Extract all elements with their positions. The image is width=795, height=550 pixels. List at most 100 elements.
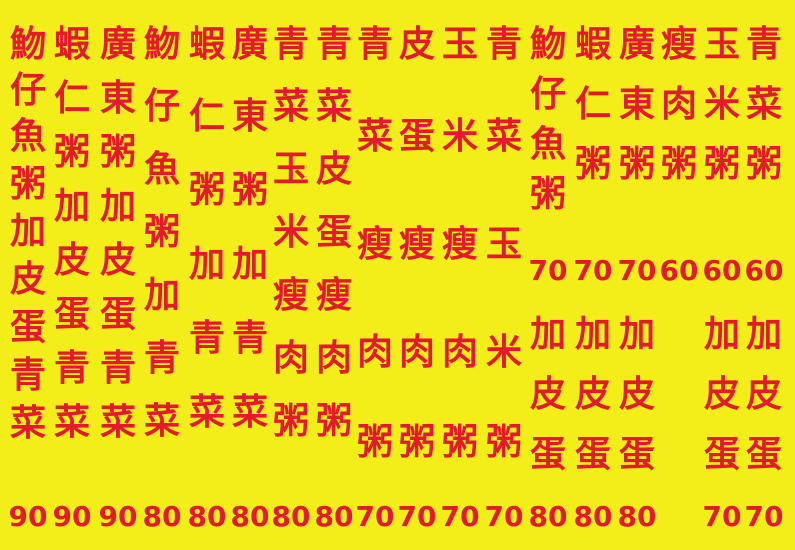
menu-item-char: 廣 [618, 24, 655, 65]
menu-item-char: 加 [231, 244, 268, 285]
menu-item-char: 魩 [529, 24, 566, 65]
menu-item-char: 蛋 [703, 434, 740, 475]
menu-item-char: 廣 [99, 24, 136, 65]
menu-item-char: 菜 [315, 86, 352, 127]
menu-item-char: 蝦 [53, 24, 90, 65]
menu-item-price: 90 [8, 500, 48, 533]
menu-item-char: 玉 [703, 24, 740, 65]
menu-item-char: 青 [9, 355, 46, 396]
menu-item-char: 瘦 [315, 275, 352, 316]
menu-item-char: 瘦 [660, 24, 697, 65]
menu-item-char: 粥 [9, 164, 46, 205]
menu-item-char: 蛋 [398, 116, 435, 157]
menu-item-price: 80 [271, 500, 311, 533]
menu-item-char: 蛋 [53, 294, 90, 335]
menu-item-column: 玉米瘦肉粥 70 [438, 0, 482, 550]
menu-item-char: 粥 [618, 144, 655, 185]
menu-item-char: 米 [485, 332, 522, 373]
menu-item-char: 皮 [529, 374, 566, 415]
menu-item-char: 瘦 [356, 224, 393, 265]
menu-item-char: 魚 [143, 149, 180, 190]
menu-item-char: 粥 [529, 174, 566, 215]
menu-item-char: 粥 [356, 422, 393, 463]
menu-item-char: 菜 [53, 402, 90, 443]
menu-item-char: 加 [618, 314, 655, 355]
menu-item-char: 皮 [53, 240, 90, 281]
menu-item-column: 蝦仁粥加皮蛋青菜 90 [50, 0, 94, 550]
menu-item-column: 皮蛋瘦肉粥 70 [395, 0, 439, 550]
menu-item-column: 魩仔魚粥加青菜 80 [140, 0, 184, 550]
menu-item-char: 青 [315, 24, 352, 65]
menu-item-char: 玉 [485, 224, 522, 265]
menu-item-column: 青菜玉米粥 70 [482, 0, 526, 550]
menu-item-char: 瘦 [441, 224, 478, 265]
menu-item-price: 80 [230, 500, 270, 533]
menu-item-char: 蝦 [188, 24, 225, 65]
menu-item-column: 青菜玉米瘦肉粥 80 [269, 0, 313, 550]
menu-base-price: 70 [573, 254, 613, 287]
menu-item-char: 青 [53, 348, 90, 389]
menu-item-char: 粥 [441, 422, 478, 463]
menu-item-char: 皮 [574, 374, 611, 415]
menu-item-char: 仁 [53, 78, 90, 119]
menu-item-char: 青 [231, 318, 268, 359]
menu-item-char: 青 [99, 348, 136, 389]
menu-item-column: 蝦仁粥加青菜 80 [185, 0, 229, 550]
menu-item-char: 加 [529, 314, 566, 355]
menu-item-char: 皮 [745, 374, 782, 415]
menu-item-char: 蝦 [574, 24, 611, 65]
menu-item-char: 加 [574, 314, 611, 355]
menu-item-column: 魩仔魚粥 70 加皮蛋 80 [526, 0, 570, 550]
menu-item-char: 菜 [99, 402, 136, 443]
menu-item-char: 東 [99, 78, 136, 119]
menu-item-char: 加 [143, 275, 180, 316]
menu-item-column: 廣東粥加青菜 80 [228, 0, 272, 550]
menu-item-char: 粥 [53, 132, 90, 173]
menu-item-char: 仔 [143, 86, 180, 127]
menu-item-price: 70 [440, 500, 480, 533]
menu-item-char: 皮 [398, 24, 435, 65]
menu-item-column: 青菜粥 60 加皮蛋 70 [742, 0, 786, 550]
menu-item-char: 東 [231, 96, 268, 137]
menu-item-char: 魩 [9, 24, 46, 65]
menu-item-char: 菜 [745, 84, 782, 125]
menu-item-char: 粥 [143, 212, 180, 253]
menu-item-column: 廣東粥加皮蛋青菜 90 [96, 0, 140, 550]
menu-item-char: 青 [485, 24, 522, 65]
menu-item-char: 瘦 [398, 224, 435, 265]
menu-item-char: 加 [703, 314, 740, 355]
menu-item-char: 粥 [272, 401, 309, 442]
menu-item-char: 肉 [315, 338, 352, 379]
menu-item-char: 粥 [99, 132, 136, 173]
menu-item-char: 菜 [143, 401, 180, 442]
menu-item-char: 米 [441, 116, 478, 157]
menu-item-char: 米 [272, 212, 309, 253]
menu-item-char: 東 [618, 84, 655, 125]
menu-item-char: 蛋 [9, 307, 46, 348]
menu-item-char: 蛋 [99, 294, 136, 335]
menu-item-char: 仔 [9, 70, 46, 111]
menu-item-price: 70 [702, 500, 742, 533]
menu-item-char: 皮 [9, 259, 46, 300]
menu-item-char: 肉 [441, 332, 478, 373]
menu-base-price: 70 [528, 254, 568, 287]
menu-item-column: 魩仔魚粥加皮蛋青菜 90 [6, 0, 50, 550]
menu-item-char: 粥 [315, 401, 352, 442]
menu-item-price: 70 [484, 500, 524, 533]
menu-item-char: 加 [188, 244, 225, 285]
menu-item-char: 青 [272, 24, 309, 65]
menu-item-char: 肉 [398, 332, 435, 373]
menu-item-char: 蛋 [618, 434, 655, 475]
menu-item-char: 玉 [441, 24, 478, 65]
menu-item-price: 80 [528, 500, 568, 533]
menu-item-char: 加 [745, 314, 782, 355]
menu-item-char: 粥 [485, 422, 522, 463]
menu-item-char: 皮 [703, 374, 740, 415]
menu-item-char: 皮 [99, 240, 136, 281]
menu-item-char: 粥 [231, 170, 268, 211]
menu-item-price: 90 [52, 500, 92, 533]
menu-item-char: 粥 [745, 144, 782, 185]
menu-item-char: 皮 [315, 149, 352, 190]
menu-item-price: 80 [187, 500, 227, 533]
